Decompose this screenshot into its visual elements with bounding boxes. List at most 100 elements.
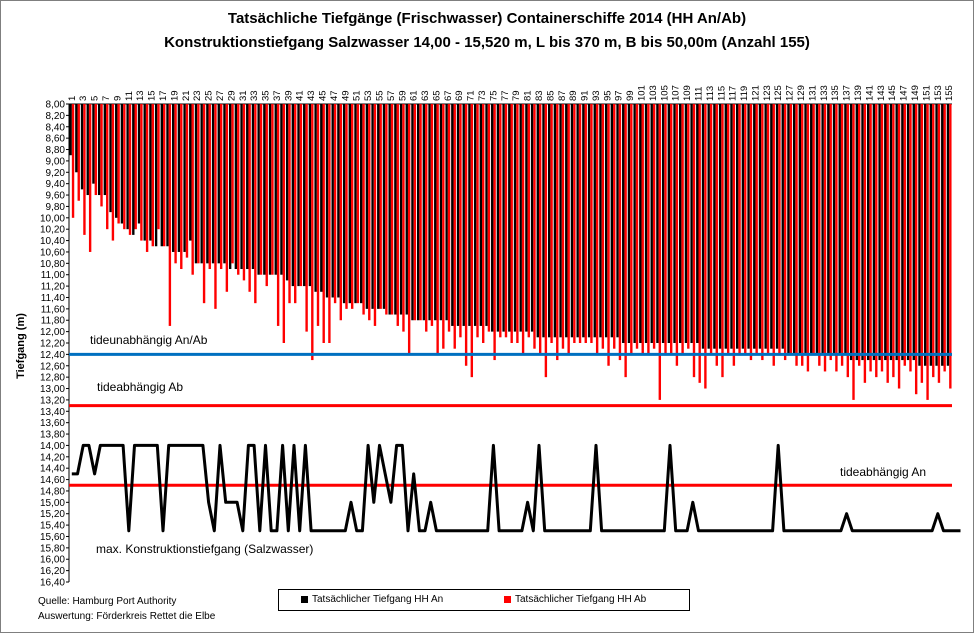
bar-an: [838, 104, 841, 355]
bar-an: [342, 104, 346, 304]
y-tick-label: 10,80: [40, 259, 65, 270]
bar-ab: [766, 104, 770, 355]
bar-an: [650, 104, 653, 343]
bar-an: [439, 104, 443, 321]
bar-ab: [584, 104, 587, 343]
bar-ab: [499, 104, 502, 338]
chart-title: Tatsächliche Tiefgänge (Frischwasser) Co…: [227, 10, 747, 27]
bar-ab: [544, 104, 548, 378]
y-tick-label: 11,00: [41, 270, 66, 281]
x-tick-label: 29: [226, 90, 237, 101]
bar-ab: [630, 104, 633, 355]
bar-ab: [504, 104, 508, 338]
bar-ab: [77, 104, 80, 201]
bar-an: [308, 104, 312, 287]
bar-an: [411, 104, 414, 321]
x-tick-label: 21: [181, 90, 192, 101]
legend-swatch-ab: [504, 596, 511, 603]
bar-an: [827, 104, 830, 355]
bar-an: [673, 104, 676, 343]
bar-an: [599, 104, 602, 338]
bar-an: [764, 104, 767, 349]
bar-an: [234, 104, 238, 270]
x-tick-label: 147: [899, 85, 910, 101]
y-tick-label: 8,40: [46, 122, 66, 133]
bar-an: [337, 104, 340, 298]
bar-ab: [687, 104, 690, 349]
bar-an: [303, 104, 306, 287]
y-tick-label: 15,20: [40, 509, 65, 520]
bar-ab: [595, 104, 599, 355]
bar-an: [348, 104, 351, 304]
bar-ab: [356, 104, 360, 304]
bar-ab: [350, 104, 354, 309]
bar-an: [747, 104, 750, 349]
bar-an: [297, 104, 300, 287]
y-tick-label: 9,00: [46, 156, 66, 167]
x-tick-label: 139: [853, 85, 864, 101]
bar-an: [405, 104, 408, 315]
bar-an: [889, 104, 893, 361]
bar-ab: [618, 104, 622, 361]
legend-item-ab: Tatsächlicher Tiefgang HH Ab: [504, 594, 646, 605]
bar-ab: [168, 104, 172, 326]
x-tick-label: 133: [819, 85, 830, 101]
bar-an: [103, 104, 107, 196]
x-tick-label: 103: [648, 85, 659, 101]
bar-ab: [333, 104, 337, 304]
y-tick-label: 10,60: [40, 247, 65, 258]
bar-ab: [447, 104, 451, 332]
bar-an: [553, 104, 557, 338]
y-tick-label: 11,80: [41, 316, 66, 327]
bar-ab: [664, 104, 667, 355]
bar-an: [878, 104, 881, 361]
y-tick-label: 14,80: [40, 486, 65, 497]
bar-ab: [920, 104, 924, 383]
bar-an: [399, 104, 403, 315]
x-tick-label: 37: [272, 90, 283, 101]
x-tick-label: 121: [750, 85, 761, 101]
bar-ab: [140, 104, 143, 241]
bar-ab: [316, 104, 320, 326]
bar-ab: [897, 104, 901, 389]
bar-ab: [71, 104, 75, 218]
bar-an: [867, 104, 870, 361]
bar-an: [781, 104, 784, 349]
y-axis: 8,008,208,408,608,809,009,209,409,609,80…: [40, 100, 70, 589]
bar-an: [832, 104, 836, 355]
bar-ab: [892, 104, 895, 378]
bar-ab: [932, 104, 935, 378]
y-tick-label: 13,60: [40, 418, 65, 429]
bar-an: [160, 104, 163, 247]
y-tick-label: 9,20: [46, 168, 66, 179]
bar-an: [263, 104, 266, 275]
bar-an: [923, 104, 927, 366]
bar-an: [428, 104, 431, 321]
bar-ab: [185, 104, 189, 258]
y-tick-label: 15,00: [40, 498, 65, 509]
bar-ab: [561, 104, 565, 349]
bar-ab: [390, 104, 394, 315]
bar-ab: [311, 104, 314, 361]
y-tick-label: 12,60: [40, 361, 65, 372]
bar-an: [291, 104, 295, 287]
bar-ab: [345, 104, 348, 309]
x-tick-label: 135: [830, 85, 841, 101]
x-tick-label: 137: [842, 85, 853, 101]
y-tick-label: 15,80: [40, 543, 65, 554]
x-tick-label: 3: [78, 96, 89, 101]
bar-ab: [174, 104, 177, 264]
x-tick-label: 19: [169, 90, 180, 101]
x-tick-label: 149: [910, 85, 921, 101]
bar-ab: [692, 104, 696, 378]
bar-an: [359, 104, 363, 304]
bar-an: [257, 104, 260, 275]
x-tick-label: 9: [112, 96, 123, 101]
max-draft-line: [71, 443, 961, 533]
bar-an: [206, 104, 209, 264]
chart-subtitle: Konstruktionstiefgang Salzwasser 14,00 -…: [164, 34, 810, 51]
y-tick-label: 16,00: [40, 555, 65, 566]
bar-ab: [237, 104, 240, 275]
y-tick-label: 10,20: [40, 225, 65, 236]
